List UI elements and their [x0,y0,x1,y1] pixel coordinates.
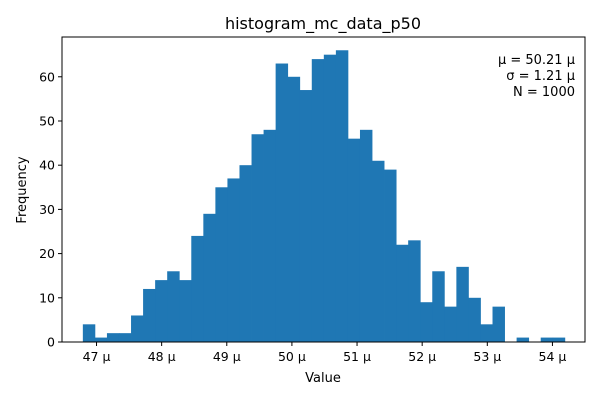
histogram-bar [552,337,566,342]
histogram-bar [432,271,445,342]
histogram-bar [118,333,132,342]
histogram-bar [492,306,505,342]
x-axis-label: Value [305,371,341,386]
histogram-bar [540,337,554,342]
y-tick-label: 10 [39,290,55,305]
y-axis-ticks: 0 10 20 30 40 50 60 [39,69,62,350]
x-tick-label: 53 μ [473,349,501,364]
histogram-bar [468,297,481,342]
histogram-bar [299,90,313,342]
histogram-bar [287,76,301,343]
histogram-bar [155,280,168,342]
histogram-bar [251,134,264,342]
histogram-bar [396,244,409,342]
histogram-bar [480,324,493,342]
y-tick-label: 40 [39,158,55,173]
histogram-bar [384,169,397,342]
histogram-bar [275,63,289,343]
y-tick-label: 50 [39,113,55,128]
histogram-bar [323,54,337,343]
histogram-bar [408,240,421,342]
stats-annotation: μ = 50.21 μ σ = 1.21 μ N = 1000 [498,53,575,100]
x-tick-label: 49 μ [213,349,241,364]
histogram-bars [82,50,566,343]
x-tick-label: 52 μ [408,349,436,364]
histogram-bar [94,337,108,342]
x-tick-label: 54 μ [539,349,567,364]
histogram-bar [215,187,228,342]
histogram-bar [444,306,457,342]
plot-frame [61,36,586,343]
histogram-bar [191,235,204,342]
y-tick-label: 20 [39,246,55,261]
y-tick-label: 0 [47,335,55,350]
x-tick-label: 48 μ [148,349,176,364]
histogram-bar [131,315,144,342]
stat-sigma: σ = 1.21 μ [506,69,575,84]
histogram-bar [106,333,120,342]
stat-mean: μ = 50.21 μ [498,53,575,68]
y-axis-label: Frequency [15,156,30,223]
y-tick-label: 60 [39,69,55,84]
histogram-bar [82,324,96,342]
chart-title: histogram_mc_data_p50 [225,14,421,34]
histogram-bar [167,271,180,342]
stat-count: N = 1000 [513,85,575,100]
histogram-bar [359,129,373,342]
y-tick-label: 30 [39,202,55,217]
histogram-bar [263,129,277,342]
histogram-bar [347,138,361,342]
histogram-bar [456,266,469,342]
histogram-bar [203,213,216,342]
histogram-bar [179,280,192,342]
histogram-bar [372,160,385,342]
histogram-bar [227,178,240,342]
histogram-bar [143,288,156,342]
histogram-bar [239,165,252,342]
x-axis-ticks: 47 μ 48 μ 49 μ 50 μ 51 μ 52 μ 53 μ 54 μ [83,342,567,364]
x-tick-label: 51 μ [343,349,371,364]
x-tick-label: 47 μ [83,349,111,364]
histogram-bar [311,59,325,343]
histogram-bar [420,302,433,342]
x-tick-label: 50 μ [278,349,306,364]
histogram-bar [335,50,349,343]
histogram-bar [516,337,530,342]
